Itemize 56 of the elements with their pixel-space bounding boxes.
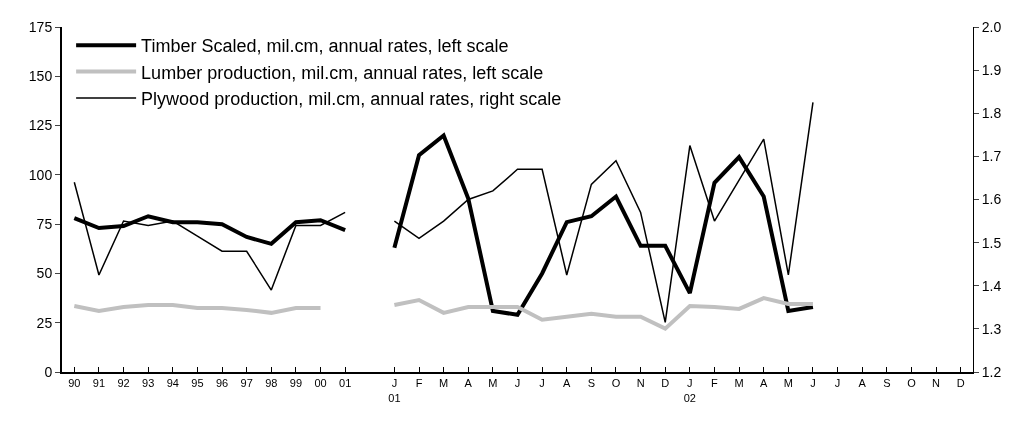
x-tick-label: 01 [339, 377, 352, 390]
x-tick-label: J [514, 377, 521, 390]
y-tick-label: 150 [28, 68, 53, 85]
x-tick-label: D [661, 377, 670, 390]
x-tick-label: J [834, 377, 841, 390]
x-tick-label: A [858, 377, 867, 390]
x-tick-label: O [611, 377, 621, 390]
x-tick-label: 00 [314, 377, 327, 390]
x-tick-label: S [883, 377, 891, 390]
x-tick-label: 99 [289, 377, 303, 390]
y2-tick-label: 1.8 [981, 105, 1002, 122]
x-tick-label: M [734, 377, 744, 390]
x-tick-label: 90 [68, 377, 81, 390]
x-tick-label: F [415, 377, 423, 390]
legend-label: Lumber production, mil.cm, annual rates, left scale [141, 62, 544, 83]
y2-tick-label: 1.4 [981, 277, 1002, 294]
y-tick-label: 175 [28, 18, 53, 35]
x-tick-label: F [711, 377, 719, 390]
y2-tick-label: 1.7 [981, 148, 1002, 165]
x-tick-label: 94 [166, 377, 179, 390]
y2-tick-label: 1.3 [981, 320, 1002, 337]
x-tick-label: N [636, 377, 645, 390]
y-tick-label: 125 [28, 117, 53, 134]
x-tick-label: 98 [265, 377, 278, 390]
x-tick-label: 97 [240, 377, 253, 390]
x-tick-label: J [539, 377, 545, 390]
y2-tick-label: 1.2 [981, 363, 1002, 380]
y-tick-label: 100 [28, 166, 53, 183]
x-tick-label: A [563, 377, 572, 390]
y-tick-label: 0 [44, 363, 53, 380]
x-tick-label: S [587, 377, 596, 390]
y2-tick-label: 1.6 [981, 191, 1002, 208]
x-tick-label: D [956, 377, 965, 390]
x-tick-label: N [932, 377, 941, 390]
x-tick-label: 93 [142, 377, 155, 390]
y-tick-label: 25 [36, 314, 53, 331]
x-tick-label: M [488, 377, 498, 390]
x-tick-label: 91 [92, 377, 106, 390]
y2-tick-label: 2.0 [981, 18, 1002, 35]
x-tick-label: M [783, 377, 793, 390]
x-tick-label: 92 [117, 377, 130, 390]
x-tick-label: M [439, 377, 449, 390]
y-tick-label: 50 [36, 265, 53, 282]
x-tick-label: A [464, 377, 473, 390]
x-tick-label: A [760, 377, 769, 390]
x-tick-label: O [907, 377, 917, 390]
x-tick-label: J [810, 377, 816, 390]
legend-label: Timber Scaled, mil.cm, annual rates, left scale [141, 36, 509, 57]
y2-tick-label: 1.9 [981, 62, 1002, 79]
y2-tick-label: 1.5 [981, 234, 1002, 251]
x-tick-label: 96 [215, 377, 229, 390]
legend-label: Plywood production, mil.cm, annual rates, right scale [141, 89, 562, 110]
x-tick-label: J 02 [683, 377, 696, 404]
x-tick-label: 95 [191, 377, 204, 390]
y-tick-label: 75 [36, 216, 53, 233]
x-tick-label: J 01 [388, 377, 401, 404]
